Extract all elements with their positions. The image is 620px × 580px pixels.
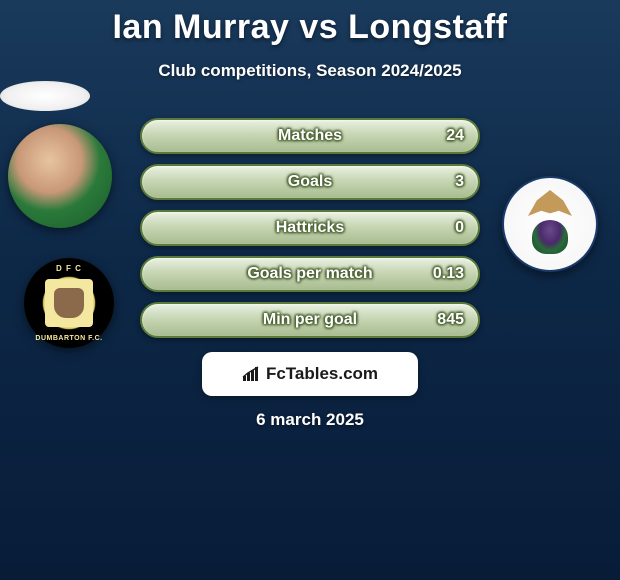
stat-value: 24 [446,127,464,145]
stat-row-hattricks: Hattricks 0 [140,210,480,246]
brand-text: FcTables.com [266,364,378,384]
stat-row-goals: Goals 3 [140,164,480,200]
stat-value: 3 [455,173,464,191]
stat-label: Min per goal [263,311,357,329]
brand-badge: FcTables.com [202,352,418,396]
page-title: Ian Murray vs Longstaff [0,0,620,47]
stats-container: Matches 24 Goals 3 Hattricks 0 Goals per… [0,118,620,348]
stat-row-matches: Matches 24 [140,118,480,154]
stat-label: Hattricks [276,219,344,237]
stat-value: 0 [455,219,464,237]
stat-label: Goals per match [247,265,372,283]
date-text: 6 march 2025 [0,410,620,430]
stat-value: 0.13 [433,265,464,283]
bar-chart-icon [242,366,262,382]
subtitle: Club competitions, Season 2024/2025 [0,61,620,81]
player-right-avatar [0,81,90,111]
stat-label: Goals [288,173,332,191]
stat-label: Matches [278,127,342,145]
stat-row-goals-per-match: Goals per match 0.13 [140,256,480,292]
stat-row-min-per-goal: Min per goal 845 [140,302,480,338]
stat-value: 845 [437,311,464,329]
